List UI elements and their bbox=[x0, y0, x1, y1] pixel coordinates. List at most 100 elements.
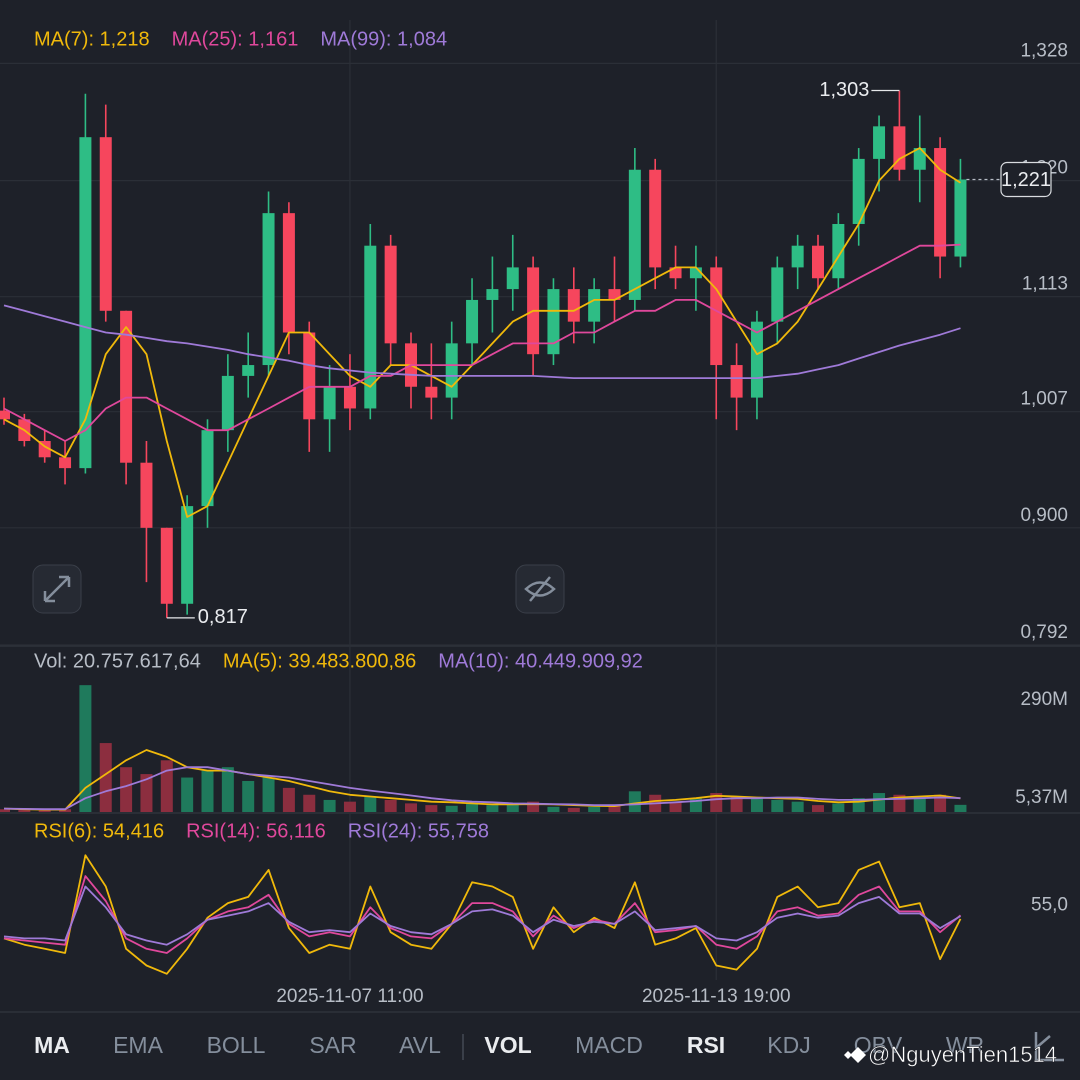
indicator-line bbox=[3, 147, 961, 518]
indicator-line bbox=[3, 875, 962, 954]
candle-body bbox=[445, 343, 458, 398]
hide-button[interactable] bbox=[515, 564, 565, 614]
settings-icon[interactable] bbox=[1034, 1032, 1064, 1062]
candle-body bbox=[730, 365, 743, 398]
candle-body bbox=[934, 148, 947, 257]
legend-entry: RSI(6): 54,416 bbox=[34, 820, 164, 842]
candle-body bbox=[628, 169, 641, 300]
legend-entry: MA(7): 1,218 bbox=[34, 28, 150, 50]
volume-bar bbox=[445, 805, 458, 812]
indicator-tab[interactable]: VOL bbox=[484, 1032, 531, 1058]
annotation-label: 1,303 bbox=[819, 79, 869, 101]
watermark: @NguyenTien1514 bbox=[868, 1042, 1057, 1067]
indicator-line bbox=[3, 766, 961, 811]
volume-bar bbox=[750, 798, 763, 812]
candle-body bbox=[0, 410, 10, 420]
candle-body bbox=[79, 137, 92, 469]
volume-bar bbox=[506, 804, 519, 812]
indicator-tab[interactable]: EMA bbox=[113, 1032, 164, 1058]
draw-icon[interactable] bbox=[1034, 1032, 1064, 1062]
indicator-tab[interactable]: BOLL bbox=[207, 1032, 266, 1058]
x-tick-label: 2025-11-13 19:00 bbox=[642, 986, 791, 1007]
volume-bar bbox=[303, 794, 316, 812]
candle-body bbox=[343, 386, 356, 409]
candle-body bbox=[567, 289, 580, 322]
legend-entry: MA(10): 40.449.909,92 bbox=[438, 650, 643, 672]
volume-bar bbox=[588, 806, 601, 812]
y-tick-label: 5,37M bbox=[1015, 787, 1068, 808]
candle-body bbox=[689, 267, 702, 279]
y-tick-label: 290M bbox=[1020, 689, 1068, 710]
volume-bar bbox=[384, 799, 397, 812]
legend-entry: MA(25): 1,161 bbox=[172, 28, 299, 50]
candle-body bbox=[384, 245, 397, 344]
volume-bar bbox=[323, 799, 336, 812]
indicator-line bbox=[3, 854, 962, 975]
indicator-tab[interactable]: RSI bbox=[687, 1032, 725, 1058]
candle-body bbox=[140, 462, 153, 528]
candle-body bbox=[873, 126, 886, 159]
last-price-label: 1,221 bbox=[1001, 169, 1051, 191]
volume-bar bbox=[364, 796, 377, 812]
candle-body bbox=[852, 158, 865, 224]
indicator-tab[interactable]: KDJ bbox=[767, 1032, 810, 1058]
legend-entry: RSI(24): 55,758 bbox=[348, 820, 489, 842]
volume-bar bbox=[486, 805, 499, 812]
volume-bar bbox=[669, 801, 682, 812]
candle-body bbox=[99, 137, 112, 311]
volume-bar bbox=[405, 803, 417, 812]
volume-bar bbox=[730, 796, 743, 812]
volume-bar bbox=[710, 793, 723, 812]
volume-bar bbox=[608, 805, 621, 812]
y-tick-label: 0,792 bbox=[1020, 622, 1068, 643]
candle-body bbox=[160, 527, 173, 604]
x-tick-label: 2025-11-07 11:00 bbox=[276, 986, 423, 1007]
volume-bar bbox=[242, 780, 255, 812]
indicator-tab[interactable]: MA bbox=[34, 1032, 70, 1058]
y-tick-label: 55,0 bbox=[1031, 895, 1068, 916]
y-tick-label: 0,900 bbox=[1020, 505, 1068, 526]
indicator-tab[interactable]: AVL bbox=[399, 1032, 441, 1058]
volume-bar bbox=[201, 770, 214, 812]
candle-body bbox=[547, 289, 560, 355]
candle-body bbox=[242, 365, 255, 376]
candle-body bbox=[120, 310, 133, 463]
legend-entry: MA(99): 1,084 bbox=[320, 28, 447, 50]
volume-bar bbox=[934, 794, 947, 812]
watermark-logo bbox=[844, 1047, 866, 1063]
candle-body bbox=[425, 386, 438, 398]
candle-body bbox=[486, 289, 499, 300]
candle-body bbox=[221, 375, 234, 431]
indicator-line bbox=[3, 749, 961, 811]
indicator-line bbox=[3, 885, 961, 946]
candle-body bbox=[608, 289, 621, 300]
y-tick-label: 1,328 bbox=[1020, 40, 1068, 61]
y-tick-label: 1,007 bbox=[1020, 389, 1068, 410]
volume-bar bbox=[181, 777, 194, 812]
indicator-tab[interactable]: MACD bbox=[575, 1032, 643, 1058]
expand-button[interactable] bbox=[32, 564, 82, 614]
volume-bar bbox=[99, 743, 112, 812]
volume-bar bbox=[628, 791, 641, 812]
candle-body bbox=[466, 299, 479, 344]
volume-bar bbox=[567, 807, 580, 812]
candle-body bbox=[832, 223, 845, 279]
volume-bar bbox=[791, 801, 804, 812]
candle-body bbox=[201, 430, 214, 507]
volume-bar bbox=[913, 796, 926, 812]
expand-icon bbox=[43, 575, 71, 603]
candle-body bbox=[364, 245, 377, 409]
volume-bar bbox=[38, 810, 51, 812]
candle-body bbox=[303, 332, 316, 420]
indicator-tab[interactable]: SAR bbox=[309, 1032, 356, 1058]
candle-body bbox=[669, 267, 682, 279]
volume-bar bbox=[812, 805, 824, 812]
indicator-line bbox=[3, 243, 961, 442]
indicator-tab[interactable]: WR bbox=[946, 1032, 984, 1058]
indicator-line bbox=[3, 304, 961, 379]
eye-slash-icon bbox=[524, 576, 556, 602]
candle-body bbox=[181, 506, 194, 604]
legend-entry: RSI(14): 56,116 bbox=[186, 820, 326, 842]
candle-body bbox=[954, 179, 967, 257]
